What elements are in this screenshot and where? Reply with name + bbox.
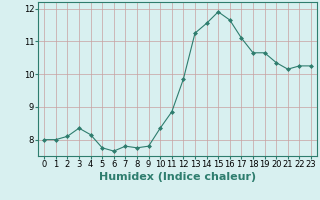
X-axis label: Humidex (Indice chaleur): Humidex (Indice chaleur) (99, 172, 256, 182)
